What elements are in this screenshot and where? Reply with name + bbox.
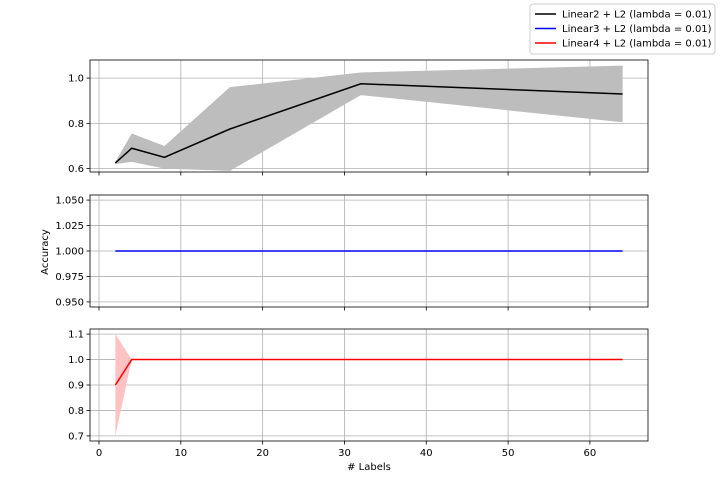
y-tick-label: 0.8 <box>68 119 84 130</box>
legend-label: Linear2 + L2 (lambda = 0.01) <box>562 10 712 21</box>
legend: Linear2 + L2 (lambda = 0.01) Linear3 + L2… <box>529 3 716 55</box>
axes-frame <box>89 59 649 173</box>
panel-3: 0.7 0.8 0.9 1.0 1.1 0 10 20 30 40 50 60 <box>68 328 649 459</box>
series-1-line <box>114 83 623 164</box>
x-axis-title: # Labels <box>347 462 391 473</box>
legend-label: Linear4 + L2 (lambda = 0.01) <box>562 39 712 50</box>
x-tick-label: 50 <box>502 448 515 459</box>
y-tick-label: 0.975 <box>55 272 84 283</box>
x-tick-label: 60 <box>584 448 597 459</box>
y-tick-label: 1.0 <box>68 355 84 366</box>
panel-1: 0.6 0.8 1.0 <box>68 59 649 176</box>
y-tick-label: 1.000 <box>55 247 84 258</box>
y-axis-title: Accuracy <box>40 229 51 275</box>
y-tick-label: 1.0 <box>68 74 84 85</box>
y-tick-label: 0.9 <box>68 381 84 392</box>
x-tick-label: 10 <box>174 448 187 459</box>
y-tick-label: 0.950 <box>55 297 84 308</box>
x-tick-label: 40 <box>420 448 433 459</box>
panels-layer: 0.60.81.00.9500.9751.0001.0251.0500.70.8… <box>55 59 649 459</box>
series-3-line <box>114 358 623 386</box>
series-1-band <box>115 65 623 171</box>
y-tick-label: 1.1 <box>68 330 84 341</box>
y-tick-label: 1.025 <box>55 221 84 232</box>
y-tick-label: 0.7 <box>68 431 84 442</box>
legend-label: Linear3 + L2 (lambda = 0.01) <box>562 24 712 35</box>
y-tick-label: 0.6 <box>68 164 84 175</box>
y-tick-label: 0.8 <box>68 406 84 417</box>
x-tick-label: 0 <box>96 448 102 459</box>
y-tick-label: 1.050 <box>55 196 84 207</box>
legend-box <box>529 3 716 55</box>
x-tick-label: 30 <box>338 448 351 459</box>
panel-2: 0.950 0.975 1.000 1.025 1.050 <box>55 194 649 311</box>
x-tick-label: 20 <box>256 448 269 459</box>
